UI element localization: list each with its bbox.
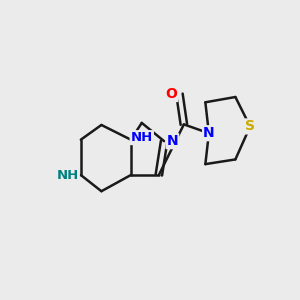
Text: N: N	[203, 126, 215, 140]
Text: NH: NH	[56, 169, 79, 182]
Text: N: N	[167, 134, 178, 148]
Text: O: O	[165, 87, 177, 101]
Text: S: S	[245, 119, 255, 134]
Text: NH: NH	[130, 131, 153, 144]
